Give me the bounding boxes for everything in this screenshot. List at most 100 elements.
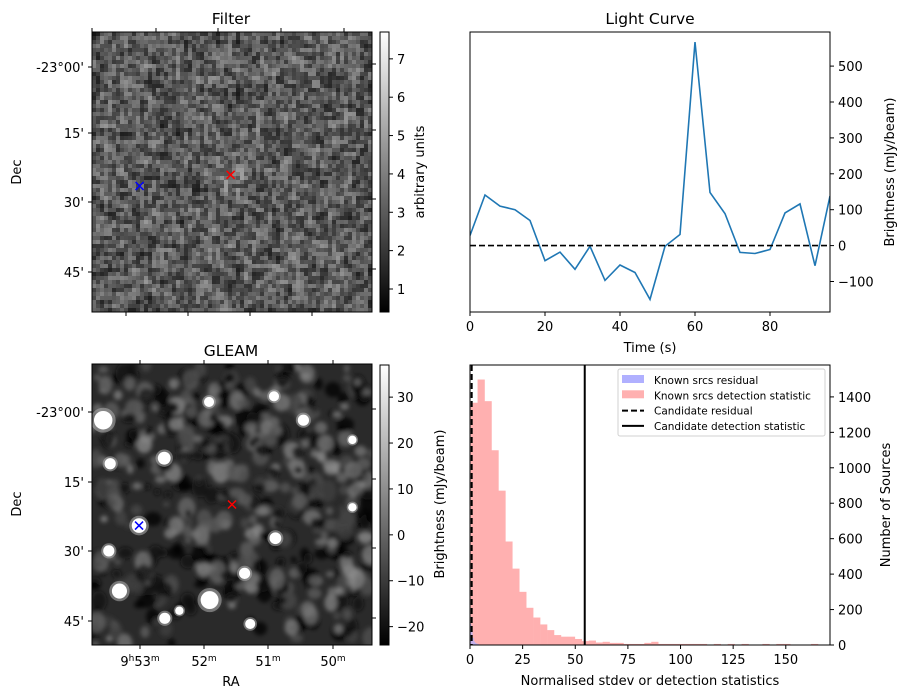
filter-pixel [364, 84, 369, 89]
filter-pixel [288, 212, 293, 217]
filter-pixel [116, 228, 121, 233]
filter-pixel [248, 204, 253, 209]
filter-pixel [364, 248, 369, 253]
filter-pixel [192, 60, 197, 65]
filter-pixel [356, 268, 361, 273]
filter-pixel [120, 224, 125, 229]
filter-pixel [272, 132, 277, 137]
filter-pixel [248, 152, 253, 157]
filter-pixel [332, 160, 337, 165]
filter-pixel [148, 144, 153, 149]
filter-pixel [184, 76, 189, 81]
filter-pixel [268, 284, 273, 289]
filter-pixel [208, 236, 213, 241]
filter-pixel [212, 116, 217, 121]
filter-pixel [312, 148, 317, 153]
filter-pixel [152, 160, 157, 165]
filter-pixel [368, 252, 373, 257]
filter-pixel [204, 268, 209, 273]
filter-pixel [272, 112, 277, 117]
filter-pixel [332, 176, 337, 181]
filter-pixel [184, 88, 189, 93]
filter-pixel [124, 268, 129, 273]
filter-pixel [268, 200, 273, 205]
filter-pixel [340, 108, 345, 113]
filter-pixel [300, 172, 305, 177]
filter-pixel [252, 132, 257, 137]
filter-pixel [212, 300, 217, 305]
filter-pixel [216, 152, 221, 157]
filter-pixel [100, 244, 105, 249]
filter-pixel [176, 116, 181, 121]
filter-pixel [144, 308, 149, 313]
filter-pixel [224, 196, 229, 201]
filter-pixel [100, 92, 105, 97]
filter-pixel [308, 304, 313, 309]
filter-pixel [368, 280, 373, 285]
filter-pixel [288, 232, 293, 237]
filter-pixel [252, 224, 257, 229]
filter-pixel [156, 288, 161, 293]
filter-pixel [272, 292, 277, 297]
filter-pixel [280, 264, 285, 269]
filter-pixel [340, 184, 345, 189]
filter-pixel [208, 300, 213, 305]
filter-pixel [332, 72, 337, 77]
filter-pixel [324, 248, 329, 253]
filter-pixel [280, 164, 285, 169]
filter-pixel [296, 196, 301, 201]
filter-pixel [96, 112, 101, 117]
filter-pixel [336, 224, 341, 229]
filter-pixel [264, 276, 269, 281]
light-curve-line [470, 42, 830, 302]
filter-pixel [144, 36, 149, 41]
filter-pixel [316, 232, 321, 237]
filter-pixel [168, 240, 173, 245]
filter-pixel [252, 228, 257, 233]
filter-pixel [272, 68, 277, 73]
filter-pixel [156, 164, 161, 169]
filter-pixel [200, 48, 205, 53]
filter-pixel [232, 248, 237, 253]
filter-pixel [292, 204, 297, 209]
filter-pixel [204, 288, 209, 293]
filter-pixel [316, 84, 321, 89]
filter-pixel [296, 216, 301, 221]
filter-pixel [216, 32, 221, 37]
filter-pixel [96, 296, 101, 301]
filter-pixel [340, 32, 345, 37]
filter-pixel [152, 144, 157, 149]
filter-pixel [228, 100, 233, 105]
filter-pixel [160, 44, 165, 49]
filter-pixel [176, 208, 181, 213]
filter-pixel [220, 176, 225, 181]
filter-pixel [220, 220, 225, 225]
filter-pixel [256, 144, 261, 149]
filter-pixel [228, 196, 233, 201]
filter-pixel [112, 152, 117, 157]
filter-pixel [288, 220, 293, 225]
filter-pixel [196, 144, 201, 149]
filter-pixel [204, 144, 209, 149]
filter-pixel [320, 228, 325, 233]
filter-pixel [304, 104, 309, 109]
filter-pixel [244, 188, 249, 193]
filter-pixel [340, 148, 345, 153]
filter-pixel [148, 192, 153, 197]
filter-pixel [136, 144, 141, 149]
filter-pixel [172, 44, 177, 49]
filter-pixel [112, 44, 117, 49]
filter-pixel [116, 140, 121, 145]
filter-pixel [216, 272, 221, 277]
filter-pixel [236, 64, 241, 69]
filter-pixel [116, 100, 121, 105]
filter-pixel [128, 80, 133, 85]
filter-pixel [172, 84, 177, 89]
filter-pixel [212, 76, 217, 81]
filter-pixel [92, 188, 97, 193]
filter-pixel [128, 140, 133, 145]
filter-pixel [136, 148, 141, 153]
filter-pixel [244, 288, 249, 293]
filter-pixel [124, 220, 129, 225]
filter-pixel [120, 100, 125, 105]
